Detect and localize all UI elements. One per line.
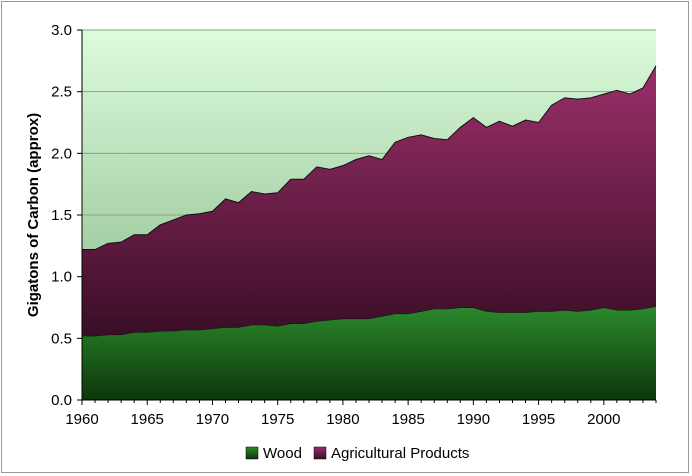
y-tick-label: 0.0 xyxy=(51,392,72,409)
x-tick-label: 2000 xyxy=(587,411,620,428)
legend-item: Agricultural Products xyxy=(313,445,469,462)
y-axis-label: Gigatons of Carbon (approx) xyxy=(25,113,42,317)
x-tick-label: 1985 xyxy=(391,411,424,428)
y-tick-label: 2.5 xyxy=(51,84,72,101)
x-tick-label: 1965 xyxy=(131,411,164,428)
area-wood xyxy=(82,306,656,400)
series-areas xyxy=(82,65,657,400)
x-tick-label: 1980 xyxy=(326,411,359,428)
legend-item: Wood xyxy=(245,445,302,462)
legend-swatch xyxy=(313,446,327,460)
y-tick-label: 1.5 xyxy=(51,207,72,224)
series-outline-agricultural-products xyxy=(82,65,657,251)
x-tick-label: 1960 xyxy=(65,411,98,428)
y-tick-label: 1.0 xyxy=(51,269,72,286)
legend-label: Wood xyxy=(263,445,302,462)
x-tick-label: 1970 xyxy=(196,411,229,428)
y-tick-label: 2.0 xyxy=(51,145,72,162)
area-agricultural-products xyxy=(82,65,656,336)
y-tick-label: 3.0 xyxy=(51,22,72,39)
legend: Wood Agricultural Products xyxy=(245,445,469,462)
x-tick-label: 1990 xyxy=(457,411,490,428)
x-tick-label: 1975 xyxy=(261,411,294,428)
x-tick-label: 1995 xyxy=(522,411,555,428)
y-tick-labels: 0.0 0.5 1.0 1.5 2.0 2.5 3.0 xyxy=(51,22,82,409)
x-tick-labels: 1960 1965 1970 1975 1980 1985 1990 1995 2000 xyxy=(65,400,657,428)
legend-swatch xyxy=(245,446,259,460)
legend-label: Agricultural Products xyxy=(331,445,469,462)
y-tick-label: 0.5 xyxy=(51,330,72,347)
